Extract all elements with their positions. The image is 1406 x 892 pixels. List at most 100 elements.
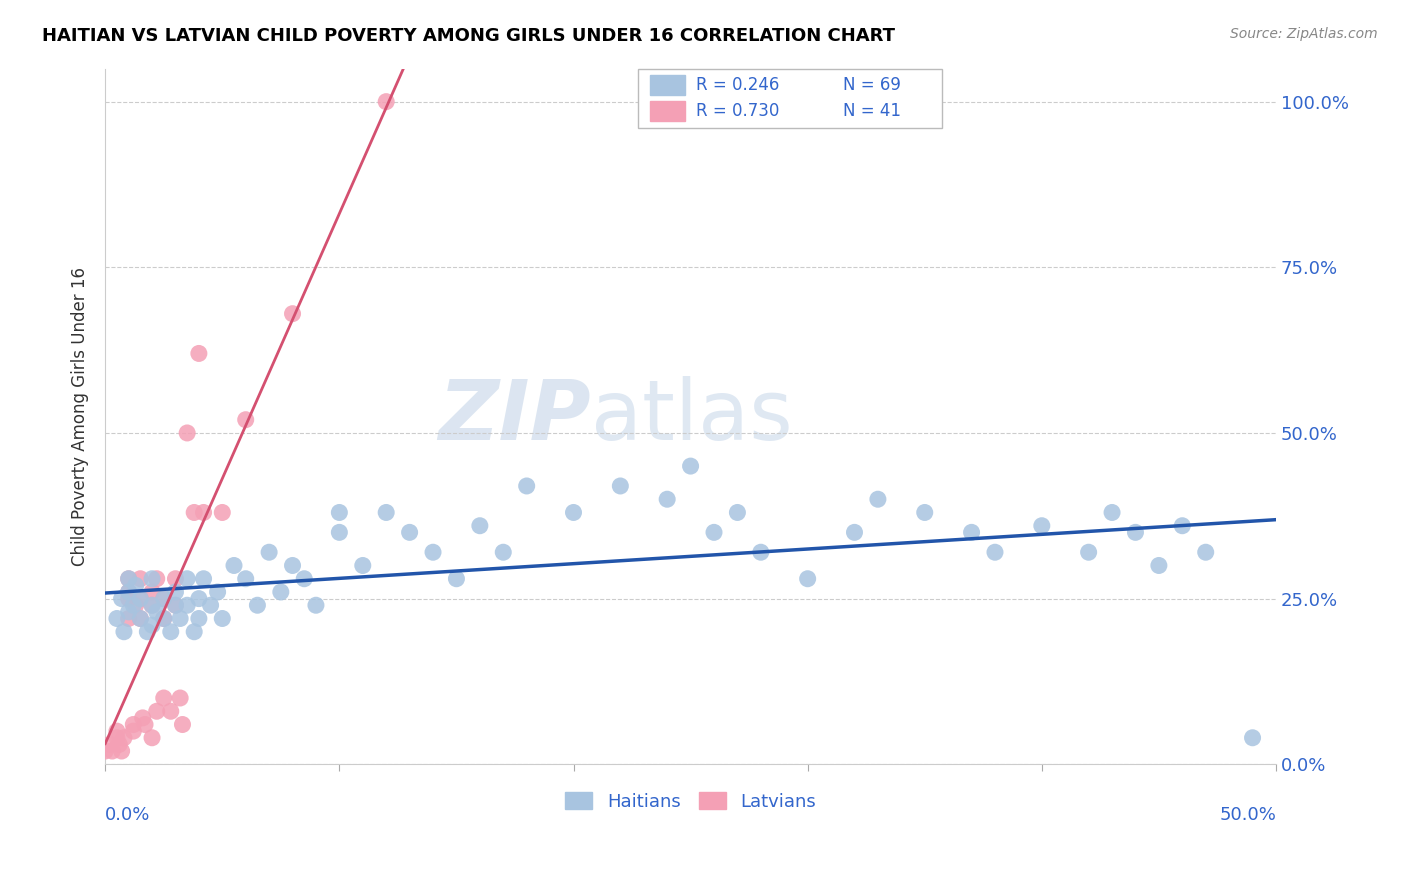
Point bbox=[187, 611, 209, 625]
Point bbox=[446, 572, 468, 586]
Point bbox=[101, 744, 124, 758]
Text: R = 0.246: R = 0.246 bbox=[696, 76, 780, 95]
Y-axis label: Child Poverty Among Girls Under 16: Child Poverty Among Girls Under 16 bbox=[72, 267, 89, 566]
Point bbox=[183, 624, 205, 639]
Point bbox=[270, 585, 292, 599]
Text: ZIP: ZIP bbox=[439, 376, 591, 457]
Point bbox=[152, 591, 174, 606]
Point bbox=[141, 618, 163, 632]
Point bbox=[141, 572, 163, 586]
Point bbox=[145, 605, 167, 619]
Point bbox=[193, 506, 215, 520]
Point bbox=[844, 525, 866, 540]
Point bbox=[200, 599, 222, 613]
Point bbox=[122, 724, 145, 739]
Point bbox=[136, 624, 159, 639]
Point bbox=[117, 591, 139, 606]
Point bbox=[187, 591, 209, 606]
Point bbox=[129, 572, 152, 586]
Text: 50.0%: 50.0% bbox=[1219, 806, 1277, 824]
Point bbox=[165, 585, 187, 599]
Point bbox=[98, 738, 121, 752]
Point bbox=[328, 506, 350, 520]
Point bbox=[105, 611, 128, 625]
Point bbox=[129, 611, 152, 625]
Point bbox=[305, 599, 328, 613]
Point bbox=[122, 599, 145, 613]
Point bbox=[328, 525, 350, 540]
Point bbox=[292, 572, 315, 586]
Point bbox=[152, 591, 174, 606]
Point bbox=[749, 545, 772, 559]
Point bbox=[1241, 731, 1264, 745]
Point bbox=[193, 572, 215, 586]
Point bbox=[159, 704, 181, 718]
Point bbox=[1171, 518, 1194, 533]
Point bbox=[516, 479, 538, 493]
Point bbox=[145, 572, 167, 586]
Point bbox=[1031, 518, 1053, 533]
Point bbox=[211, 611, 233, 625]
Point bbox=[165, 599, 187, 613]
Point bbox=[141, 599, 163, 613]
Point bbox=[117, 572, 139, 586]
Text: N = 69: N = 69 bbox=[842, 76, 901, 95]
Text: 0.0%: 0.0% bbox=[105, 806, 150, 824]
Point bbox=[165, 572, 187, 586]
Point bbox=[176, 599, 198, 613]
Point bbox=[657, 492, 679, 507]
Point bbox=[110, 591, 132, 606]
Point bbox=[159, 624, 181, 639]
Point bbox=[281, 307, 304, 321]
Point bbox=[169, 611, 191, 625]
Point bbox=[725, 506, 748, 520]
Bar bbox=[650, 101, 685, 120]
FancyBboxPatch shape bbox=[638, 69, 942, 128]
Point bbox=[375, 506, 398, 520]
Point bbox=[183, 506, 205, 520]
Text: N = 41: N = 41 bbox=[842, 102, 901, 120]
Point bbox=[112, 731, 135, 745]
Point bbox=[257, 545, 280, 559]
Point bbox=[145, 704, 167, 718]
Text: atlas: atlas bbox=[591, 376, 793, 457]
Point bbox=[235, 413, 257, 427]
Point bbox=[141, 599, 163, 613]
Point bbox=[117, 572, 139, 586]
Point bbox=[235, 572, 257, 586]
Point bbox=[117, 585, 139, 599]
Point bbox=[281, 558, 304, 573]
Point bbox=[398, 525, 420, 540]
Point bbox=[984, 545, 1007, 559]
Point bbox=[152, 611, 174, 625]
Text: HAITIAN VS LATVIAN CHILD POVERTY AMONG GIRLS UNDER 16 CORRELATION CHART: HAITIAN VS LATVIAN CHILD POVERTY AMONG G… bbox=[42, 27, 896, 45]
Point bbox=[124, 578, 146, 592]
Point bbox=[222, 558, 245, 573]
Point bbox=[609, 479, 631, 493]
Point bbox=[165, 599, 187, 613]
Point bbox=[352, 558, 374, 573]
Point bbox=[129, 591, 152, 606]
Point bbox=[105, 724, 128, 739]
Point bbox=[134, 717, 156, 731]
Point bbox=[375, 95, 398, 109]
Legend: Haitians, Latvians: Haitians, Latvians bbox=[558, 785, 823, 818]
Point bbox=[141, 585, 163, 599]
Point bbox=[796, 572, 818, 586]
Point bbox=[207, 585, 229, 599]
Text: Source: ZipAtlas.com: Source: ZipAtlas.com bbox=[1230, 27, 1378, 41]
Point bbox=[914, 506, 936, 520]
Bar bbox=[650, 76, 685, 95]
Point bbox=[176, 425, 198, 440]
Point bbox=[141, 731, 163, 745]
Point bbox=[124, 599, 146, 613]
Point bbox=[187, 346, 209, 360]
Point bbox=[117, 605, 139, 619]
Point bbox=[152, 611, 174, 625]
Text: R = 0.730: R = 0.730 bbox=[696, 102, 780, 120]
Point bbox=[94, 744, 117, 758]
Point bbox=[1195, 545, 1218, 559]
Point bbox=[176, 572, 198, 586]
Point bbox=[679, 459, 702, 474]
Point bbox=[131, 711, 153, 725]
